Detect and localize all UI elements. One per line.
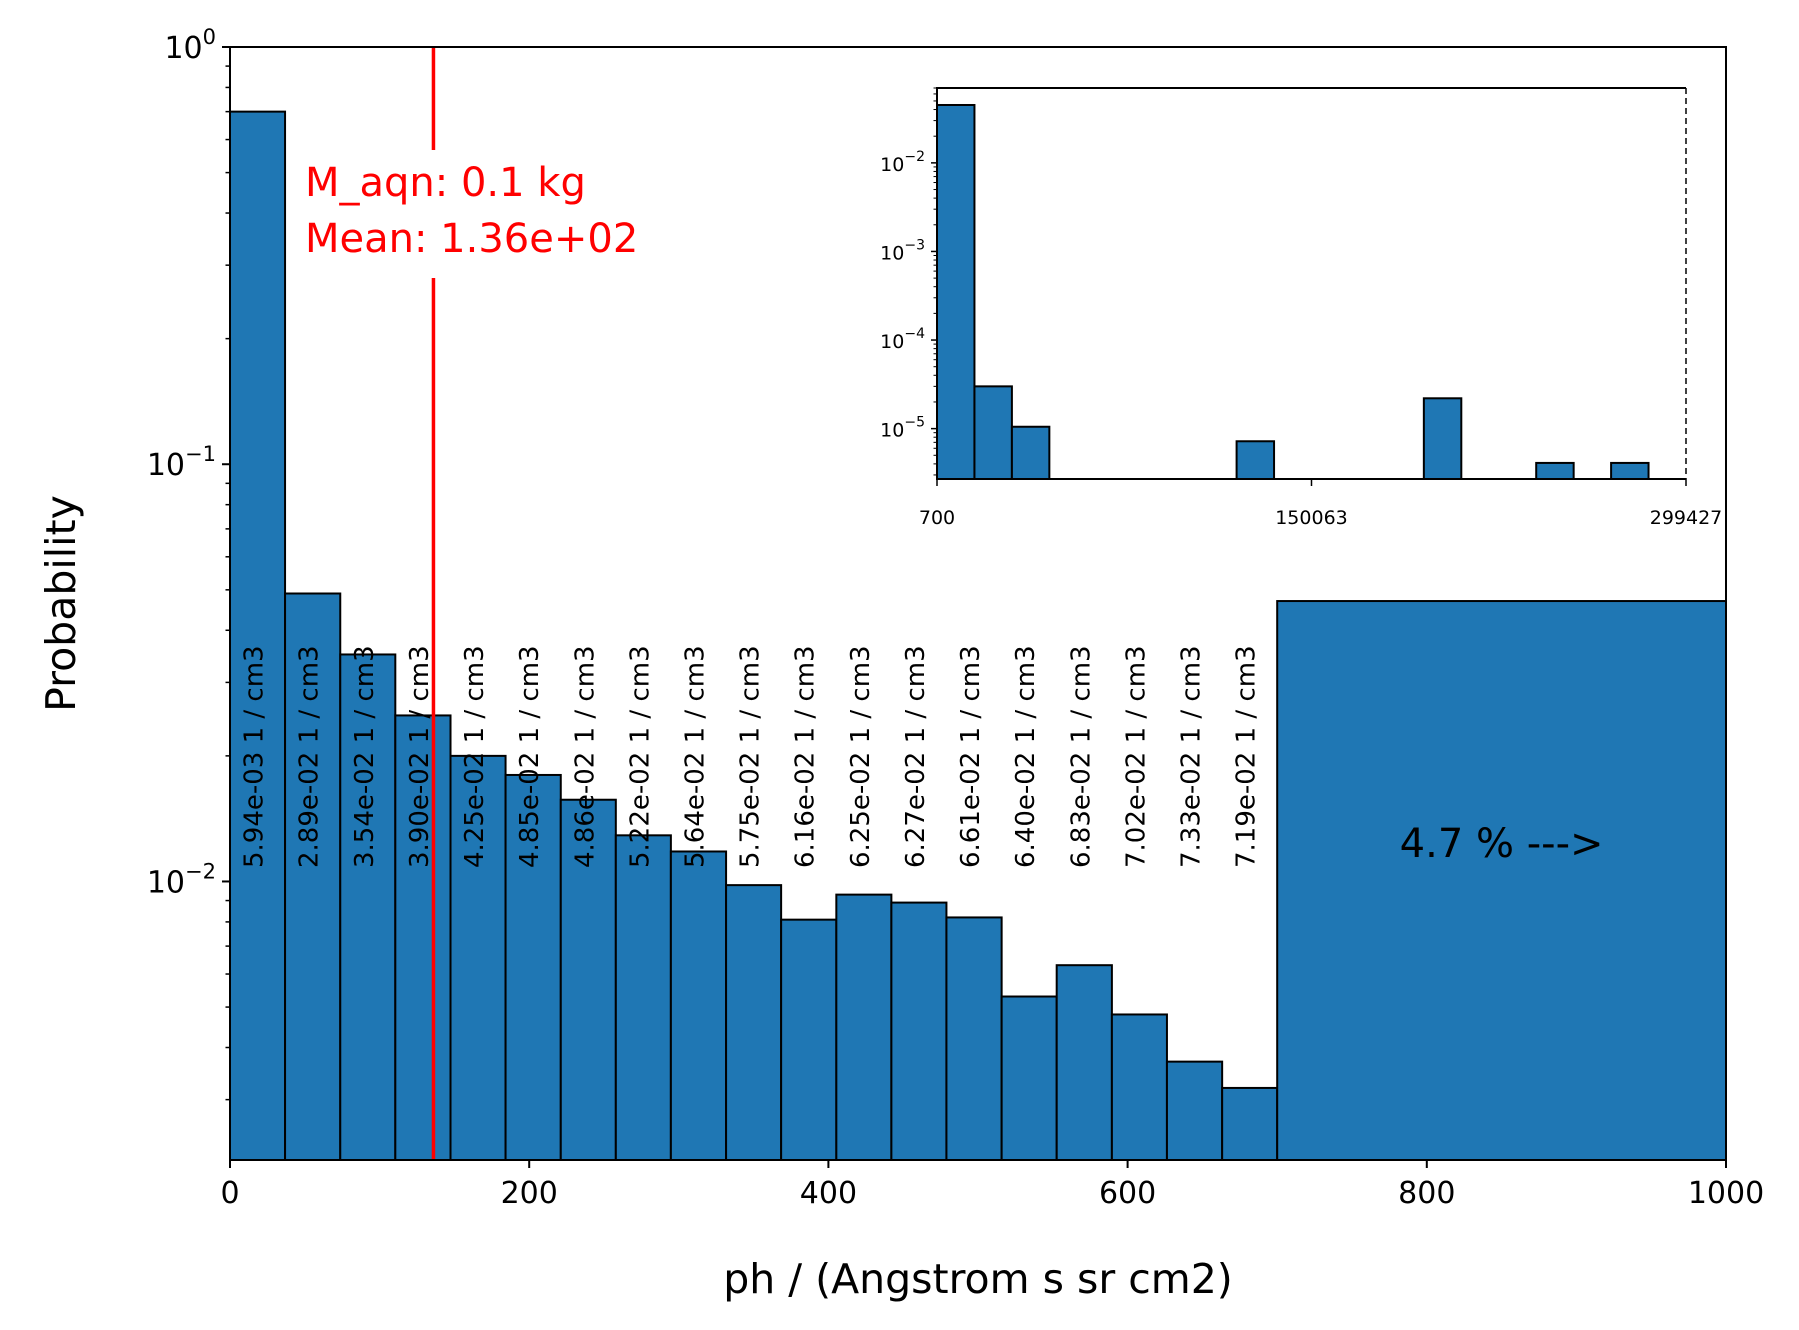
inset-bar: [1235, 440, 1276, 480]
main-y-ticks: 100 10−1 10−2: [147, 25, 230, 1101]
histogram-bar: [780, 918, 838, 1161]
inset-y-tick-label: 10−3: [880, 237, 925, 264]
inset-x-tick-label: 700: [919, 507, 955, 529]
inset-background: [937, 88, 1686, 479]
inset-y-tick-label: 10−5: [880, 415, 925, 442]
inset-axes: 700 150063 299427 10−2 10−3 10−4 10−5: [880, 87, 1722, 529]
bar-value-label: 7.19e-02 1 / cm3: [1232, 645, 1262, 868]
y-tick-label: 10−1: [147, 442, 216, 483]
bar-value-label: 6.27e-02 1 / cm3: [901, 645, 931, 868]
bar-value-label: 3.90e-02 1 / cm3: [405, 645, 435, 868]
histogram-bar: [835, 893, 893, 1161]
bar-value-label: 5.22e-02 1 / cm3: [625, 645, 655, 868]
bar-value-label: 7.33e-02 1 / cm3: [1177, 645, 1207, 868]
main-axes: 5.94e-03 1 / cm3 2.89e-02 1 / cm3 3.54e-02…: [37, 25, 1764, 1303]
histogram-bar: [890, 901, 948, 1161]
histogram-bar: [339, 653, 397, 1161]
inset-x-ticks: 700 150063 299427: [919, 479, 1722, 529]
bar-value-label: 4.85e-02 1 / cm3: [515, 645, 545, 868]
histogram-bar: [1110, 1013, 1168, 1161]
histogram-bar: [1055, 964, 1113, 1162]
bar-value-label: 6.40e-02 1 / cm3: [1011, 645, 1041, 868]
annotation-mean: Mean: 1.36e+02: [305, 216, 638, 262]
histogram-bar: [614, 834, 672, 1161]
y-axis-label: Probability: [37, 495, 85, 712]
inset-y-tick-label: 10−2: [880, 149, 925, 176]
bar-value-label: 5.94e-03 1 / cm3: [240, 645, 270, 868]
overflow-bar: [1276, 600, 1727, 1161]
histogram-bar: [669, 850, 728, 1161]
inset-bar: [1010, 425, 1051, 480]
x-axis-label: ph / (Angstrom s sr cm2): [723, 1255, 1233, 1303]
x-tick-label: 200: [501, 1176, 558, 1211]
main-x-ticks: 0 200 400 600 800 1000: [220, 1160, 1764, 1211]
inset-x-tick-label: 299427: [1650, 507, 1723, 529]
histogram-bar: [1221, 1086, 1279, 1162]
main-plot-frame: [229, 46, 1727, 1161]
bar-value-label: 5.75e-02 1 / cm3: [736, 645, 766, 868]
histogram-bar: [284, 592, 342, 1161]
annotation-mass: M_aqn: 0.1 kg: [305, 160, 586, 206]
histogram-bar: [229, 110, 287, 1162]
inset-y-tick-label: 10−4: [880, 326, 925, 353]
x-tick-label: 1000: [1688, 1176, 1764, 1211]
x-tick-label: 600: [1099, 1176, 1156, 1211]
bar-value-label: 4.25e-02 1 / cm3: [460, 645, 490, 868]
bar-value-label: 2.89e-02 1 / cm3: [295, 645, 325, 868]
bar-value-label: 7.02e-02 1 / cm3: [1121, 645, 1151, 868]
inset-x-tick-label: 150063: [1275, 507, 1348, 529]
bar-value-label: 6.25e-02 1 / cm3: [846, 645, 876, 868]
histogram-bar: [945, 916, 1003, 1162]
inset-bar: [1610, 461, 1650, 481]
bar-value-label: 6.83e-02 1 / cm3: [1066, 645, 1096, 868]
x-tick-label: 800: [1398, 1176, 1455, 1211]
inset-bar: [936, 103, 976, 480]
x-tick-label: 0: [220, 1176, 239, 1211]
bar-value-label: 3.54e-02 1 / cm3: [350, 645, 380, 868]
overflow-bar-label: 4.7 % --->: [1400, 821, 1604, 867]
y-tick-label: 100: [164, 25, 216, 66]
x-tick-label: 400: [800, 1176, 857, 1211]
inset-bars: [936, 103, 1650, 481]
main-bar-labels: 5.94e-03 1 / cm3 2.89e-02 1 / cm3 3.54e-02…: [240, 645, 1262, 868]
histogram-bar: [1165, 1060, 1224, 1162]
histogram-bar: [725, 884, 783, 1161]
bar-value-label: 5.64e-02 1 / cm3: [680, 645, 710, 868]
bar-value-label: 6.16e-02 1 / cm3: [791, 645, 821, 868]
inset-bar: [1535, 461, 1575, 481]
inset-y-ticks: 10−2 10−3 10−4 10−5: [880, 87, 937, 476]
annotation-background: [298, 150, 732, 278]
main-bars: [229, 110, 1727, 1162]
bar-value-label: 4.86e-02 1 / cm3: [570, 645, 600, 868]
histogram-bar: [1000, 995, 1058, 1161]
y-tick-label: 10−2: [147, 859, 216, 900]
inset-bar: [1422, 397, 1463, 481]
bar-value-label: 6.61e-02 1 / cm3: [956, 645, 986, 868]
inset-bar: [973, 385, 1013, 480]
